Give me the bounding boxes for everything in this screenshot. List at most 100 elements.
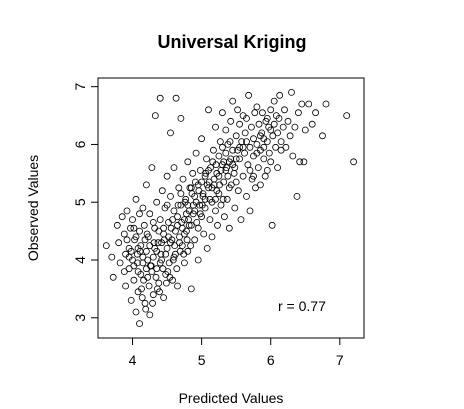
data-point xyxy=(267,158,275,166)
data-point xyxy=(151,112,159,119)
data-point xyxy=(174,201,182,209)
data-point xyxy=(343,112,351,119)
data-point xyxy=(251,109,259,117)
data-point xyxy=(239,143,247,151)
data-point xyxy=(165,259,173,267)
data-point xyxy=(143,230,151,238)
data-point xyxy=(180,230,188,238)
data-point xyxy=(294,109,302,117)
y-tick-label: 6 xyxy=(72,140,88,148)
data-point xyxy=(253,149,261,157)
data-point xyxy=(305,100,313,108)
data-point xyxy=(193,218,201,226)
data-point xyxy=(237,216,245,224)
data-point xyxy=(281,106,288,114)
data-point xyxy=(265,149,273,157)
data-point xyxy=(274,129,282,137)
data-point xyxy=(156,259,164,267)
data-point xyxy=(130,276,138,284)
data-point xyxy=(184,247,192,255)
data-point xyxy=(102,242,110,250)
data-point xyxy=(157,250,165,258)
data-point xyxy=(227,155,235,163)
data-point xyxy=(258,109,266,117)
data-point xyxy=(261,172,269,180)
data-point xyxy=(205,178,213,186)
data-point xyxy=(223,164,230,172)
data-point xyxy=(231,164,239,172)
data-point xyxy=(267,106,275,114)
data-point xyxy=(142,265,150,273)
data-point xyxy=(166,273,174,281)
data-point xyxy=(198,135,206,143)
data-point xyxy=(195,187,203,195)
data-point xyxy=(246,207,254,215)
data-point xyxy=(274,164,282,172)
data-point xyxy=(284,117,292,125)
data-point xyxy=(275,115,283,122)
data-point xyxy=(182,195,190,203)
data-point xyxy=(255,120,263,128)
data-point xyxy=(132,308,140,316)
data-point xyxy=(253,140,261,148)
data-point xyxy=(212,123,219,131)
data-point xyxy=(269,132,277,140)
data-point xyxy=(160,224,168,232)
data-point xyxy=(115,239,123,247)
data-point xyxy=(122,282,129,290)
y-tick-label: 3 xyxy=(72,314,88,322)
data-point xyxy=(125,265,133,273)
data-point xyxy=(162,250,170,258)
data-point xyxy=(139,253,147,261)
data-point xyxy=(192,198,200,206)
data-point xyxy=(142,305,150,313)
data-point xyxy=(156,94,164,102)
data-point xyxy=(277,138,285,146)
data-point xyxy=(239,172,247,180)
data-point xyxy=(174,213,181,221)
y-tick-label: 5 xyxy=(72,198,88,206)
data-point xyxy=(256,132,264,140)
data-point xyxy=(223,195,231,203)
data-point xyxy=(188,190,196,198)
data-point xyxy=(171,227,179,235)
data-point xyxy=(276,91,284,99)
data-point xyxy=(243,138,250,146)
data-point xyxy=(151,224,159,232)
data-point xyxy=(141,236,149,244)
data-point xyxy=(234,146,242,154)
data-point xyxy=(160,236,168,244)
data-point xyxy=(191,236,199,244)
data-point xyxy=(213,187,221,195)
data-point xyxy=(215,152,223,160)
data-point xyxy=(183,236,191,244)
data-point xyxy=(149,291,157,299)
data-point xyxy=(178,218,186,226)
data-point xyxy=(203,155,210,163)
data-point xyxy=(182,210,190,218)
data-point xyxy=(152,273,160,281)
data-point xyxy=(230,169,238,177)
data-point xyxy=(180,259,188,267)
data-point xyxy=(222,149,230,157)
data-point xyxy=(189,169,197,177)
data-point xyxy=(196,210,204,218)
data-point xyxy=(163,201,171,209)
data-point xyxy=(177,190,185,198)
data-point xyxy=(130,224,138,232)
data-point xyxy=(125,253,133,261)
x-axis-label: Predicted Values xyxy=(179,390,284,406)
data-point xyxy=(254,164,262,172)
data-point xyxy=(222,126,230,134)
data-point xyxy=(116,259,124,267)
data-point xyxy=(252,184,259,192)
data-point xyxy=(120,230,128,238)
data-point xyxy=(205,106,212,114)
data-point xyxy=(208,184,216,192)
data-point xyxy=(246,166,254,174)
data-point xyxy=(217,166,225,174)
data-point xyxy=(172,94,180,102)
data-point xyxy=(148,164,156,172)
x-tick-label: 5 xyxy=(198,352,206,368)
data-point xyxy=(118,213,126,221)
